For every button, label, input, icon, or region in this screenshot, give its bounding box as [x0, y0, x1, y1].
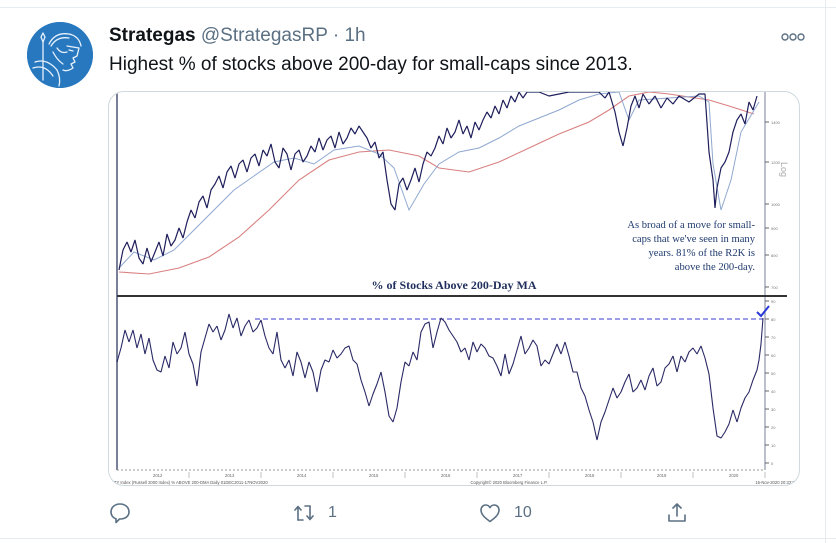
- svg-text:70: 70: [771, 335, 776, 340]
- top-divider: [0, 7, 836, 8]
- tweet-header: Strategas @StrategasRP · 1h: [109, 25, 366, 47]
- svg-text:2019: 2019: [657, 473, 667, 478]
- bottom-divider: [0, 538, 836, 539]
- svg-text:years. 81% of the R2K is: years. 81% of the R2K is: [648, 248, 755, 259]
- heart-icon: [480, 504, 500, 523]
- like-button[interactable]: 10: [478, 497, 532, 529]
- svg-text:800: 800: [771, 253, 778, 258]
- author-name[interactable]: Strategas: [109, 25, 196, 46]
- svg-text:80: 80: [771, 317, 776, 322]
- svg-text:60: 60: [771, 353, 776, 358]
- svg-text:As broad of a move for small-: As broad of a move for small-: [627, 220, 755, 231]
- chart-footer-left: RTY Index (Russell 2000 Index) % ABOVE 2…: [111, 480, 268, 485]
- svg-text:700: 700: [771, 285, 778, 290]
- share-button[interactable]: [665, 497, 701, 529]
- timestamp[interactable]: 1h: [344, 25, 366, 46]
- annotation-text: As broad of a move for small- caps that …: [627, 220, 755, 273]
- svg-text:0: 0: [771, 461, 774, 466]
- svg-text:2014: 2014: [297, 473, 307, 478]
- lower-panel-title: % of Stocks Above 200-Day MA: [372, 278, 537, 292]
- log-axis-label: Log: [779, 162, 789, 177]
- more-options-icon: [781, 33, 805, 41]
- svg-text:1000: 1000: [771, 202, 781, 207]
- x-axis-labels: 2012 2013 2014 2015 2016 2017 2018 2019 …: [153, 473, 739, 478]
- separator: ·: [332, 25, 340, 46]
- avatar[interactable]: [27, 22, 93, 88]
- svg-text:2012: 2012: [153, 473, 163, 478]
- svg-text:2013: 2013: [225, 473, 235, 478]
- svg-text:30: 30: [771, 407, 776, 412]
- chart-footer-date: 16-Nov-2020 20:33:00: [755, 480, 797, 485]
- svg-text:40: 40: [771, 389, 776, 394]
- svg-text:2017: 2017: [513, 473, 523, 478]
- chart-graphic: 1400 1200 1000 900 800 700 Log As broad …: [111, 92, 798, 485]
- share-icon: [668, 503, 686, 522]
- checkmark-icon: [756, 305, 770, 318]
- svg-text:50: 50: [771, 371, 776, 376]
- tweet-image-chart[interactable]: 1400 1200 1000 900 800 700 Log As broad …: [108, 91, 800, 486]
- svg-text:2018: 2018: [585, 473, 595, 478]
- reply-button[interactable]: [108, 497, 144, 529]
- author-handle[interactable]: @StrategasRP: [200, 25, 328, 46]
- retweet-count: 1: [328, 504, 337, 521]
- chart-footer-copyright: Copyright© 2020 Bloomberg Finance L.P.: [470, 480, 547, 485]
- more-options-button[interactable]: [780, 30, 806, 42]
- spartan-warrior-logo-icon: [27, 22, 93, 88]
- svg-text:1400: 1400: [771, 120, 781, 125]
- svg-text:10: 10: [771, 443, 776, 448]
- svg-text:90: 90: [771, 299, 776, 304]
- svg-text:2015: 2015: [369, 473, 379, 478]
- tweet-actions: 1 10: [0, 497, 836, 529]
- svg-text:20: 20: [771, 425, 776, 430]
- svg-text:2020: 2020: [729, 473, 739, 478]
- retweet-icon: [294, 505, 314, 521]
- right-divider: [825, 0, 826, 543]
- retweet-button[interactable]: 1: [292, 497, 337, 529]
- svg-text:above the 200-day.: above the 200-day.: [675, 262, 755, 273]
- like-count: 10: [514, 504, 532, 521]
- svg-text:2016: 2016: [441, 473, 451, 478]
- reply-icon: [110, 503, 130, 524]
- svg-text:caps that we've seen in many: caps that we've seen in many: [632, 234, 756, 245]
- tweet-text: Highest % of stocks above 200-day for sm…: [109, 54, 633, 75]
- svg-text:900: 900: [771, 226, 778, 231]
- svg-text:1200: 1200: [771, 160, 781, 165]
